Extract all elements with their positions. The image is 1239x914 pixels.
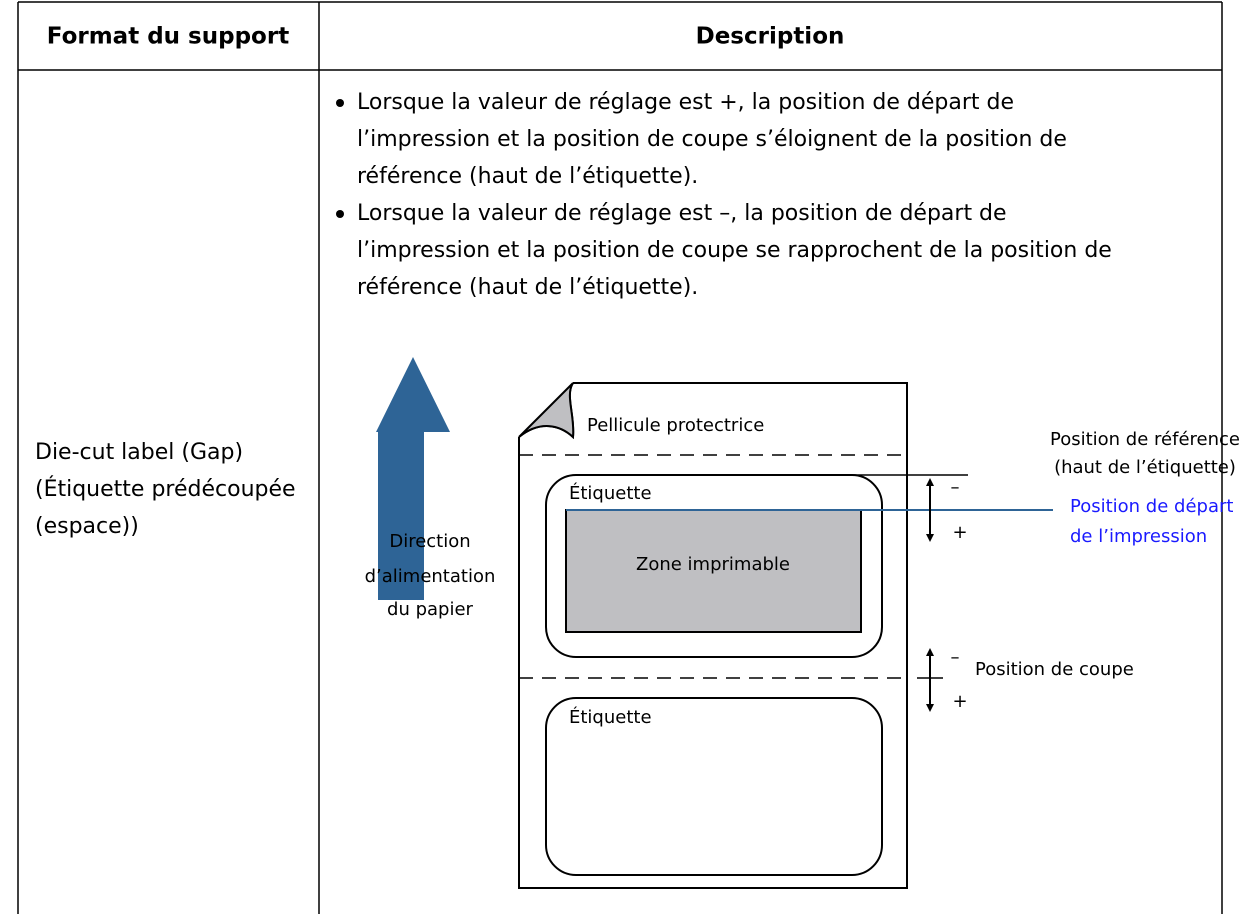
label-text: Étiquette xyxy=(569,482,652,504)
minus-sign: – xyxy=(951,647,960,668)
format-cell-line: (Étiquette prédécoupée xyxy=(35,476,296,502)
plus-sign: + xyxy=(952,691,967,712)
bullet-text: l’impression et la position de coupe se … xyxy=(357,238,1112,263)
format-cell-line: Die-cut label (Gap) xyxy=(35,440,243,465)
sheet xyxy=(518,382,908,889)
feed-label: d’alimentation xyxy=(365,566,496,587)
header-cell: Format du support xyxy=(47,24,289,50)
reference-label: (haut de l’étiquette) xyxy=(1054,457,1236,478)
film-label: Pellicule protectrice xyxy=(587,415,764,436)
bullet-dot xyxy=(336,210,344,218)
bullet-text: référence (haut de l’étiquette). xyxy=(357,275,698,300)
feed-label: Direction xyxy=(389,531,470,552)
reference-label: Position de référence xyxy=(1050,429,1239,450)
bullet-text: référence (haut de l’étiquette). xyxy=(357,164,698,189)
feed-label: du papier xyxy=(387,599,474,620)
bullet-text: Lorsque la valeur de réglage est –, la p… xyxy=(357,201,1007,226)
printable-text: Zone imprimable xyxy=(636,554,790,575)
cut-label: Position de coupe xyxy=(975,659,1134,680)
table xyxy=(17,1,1223,914)
print-start-label: Position de départ xyxy=(1070,496,1233,517)
feed-arrow xyxy=(376,357,450,600)
minus-sign: – xyxy=(951,477,960,498)
label-text: Étiquette xyxy=(569,706,652,728)
diagram: Pellicule protectrice Direction d’alimen… xyxy=(365,357,1239,889)
bullet-text: l’impression et la position de coupe s’é… xyxy=(357,127,1067,152)
print-start-label: de l’impression xyxy=(1070,526,1207,547)
bullet-text: Lorsque la valeur de réglage est +, la p… xyxy=(357,90,1014,115)
plus-sign: + xyxy=(952,522,967,543)
label-shape xyxy=(545,697,883,876)
label-shape xyxy=(545,474,883,658)
peeled-corner xyxy=(518,382,575,440)
bullet-dot xyxy=(336,99,344,107)
header-cell: Description xyxy=(696,24,845,50)
printable-zone xyxy=(565,509,862,633)
format-cell-line: (espace)) xyxy=(35,514,139,539)
